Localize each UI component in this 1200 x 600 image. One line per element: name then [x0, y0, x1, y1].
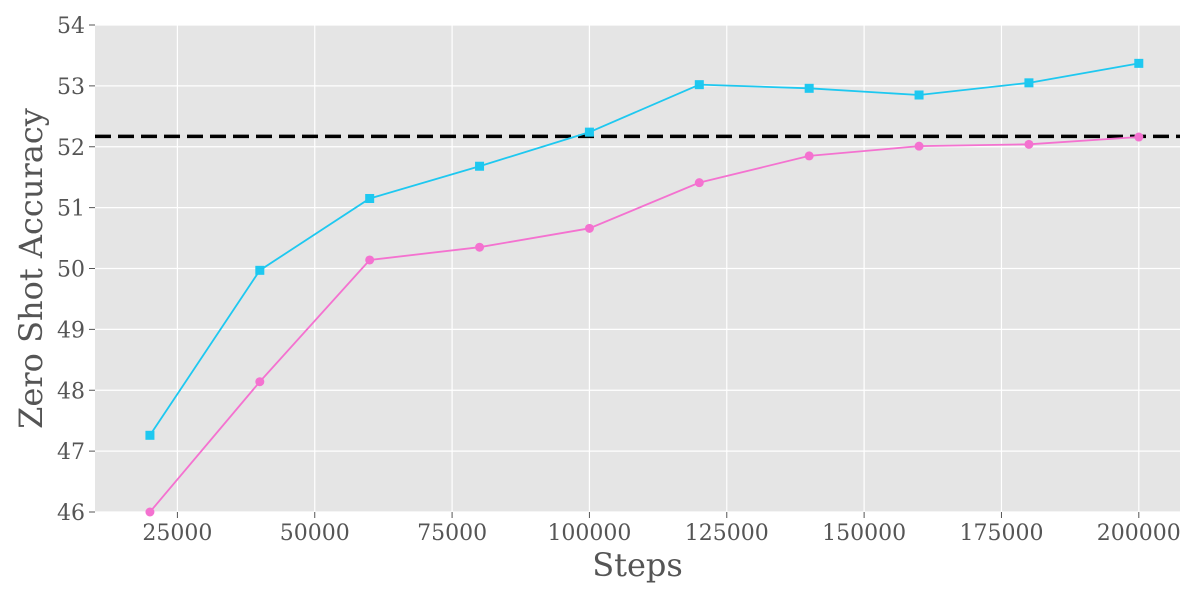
y-tick-label: 51 [57, 197, 85, 222]
x-tick-label: 125000 [685, 521, 769, 546]
y-tick-label: 47 [57, 440, 85, 465]
x-tick-label: 50000 [280, 521, 350, 546]
series-2-point [255, 377, 265, 387]
series-2-point [804, 151, 814, 161]
series-1-point [365, 193, 375, 203]
x-tick-label: 150000 [822, 521, 906, 546]
x-axis-title: Steps [592, 546, 683, 584]
series-2-point [1024, 139, 1034, 149]
series-2-point [365, 255, 375, 265]
series-2-line [149, 136, 1139, 513]
series-1-point [475, 161, 485, 171]
x-tick-label: 75000 [417, 521, 487, 546]
series-2-point [1134, 132, 1144, 142]
series-1-point [584, 127, 594, 137]
x-tick-label: 25000 [142, 521, 212, 546]
series-2-point [145, 507, 155, 517]
series-2-point [584, 223, 594, 233]
series-1-point [914, 90, 924, 100]
series-1-point [255, 265, 265, 275]
x-tick-label: 100000 [547, 521, 631, 546]
series-group [145, 58, 1144, 517]
series-1-point [1024, 78, 1034, 88]
series-2-point [475, 242, 485, 252]
series-2-point [694, 178, 704, 188]
series-1-point [804, 83, 814, 93]
series-1-point [1134, 58, 1144, 68]
y-tick-label: 53 [57, 75, 85, 100]
series-1-line [149, 62, 1139, 436]
x-tick-label: 175000 [959, 521, 1043, 546]
y-tick-label: 54 [57, 14, 85, 39]
axis-ticks: 25000 50000 75000 100000 125000 150000 175000 2… [57, 14, 1181, 546]
x-tick-label: 200000 [1097, 521, 1181, 546]
series-1-point [145, 430, 155, 440]
y-tick-label: 50 [57, 258, 85, 283]
series-1-point [694, 80, 704, 90]
y-tick-label: 46 [57, 501, 85, 526]
y-tick-label: 48 [57, 379, 85, 404]
y-tick-label: 52 [57, 136, 85, 161]
series-2-point [914, 141, 924, 151]
y-tick-label: 49 [57, 318, 85, 343]
y-axis-title: Zero Shot Accuracy [12, 108, 50, 429]
